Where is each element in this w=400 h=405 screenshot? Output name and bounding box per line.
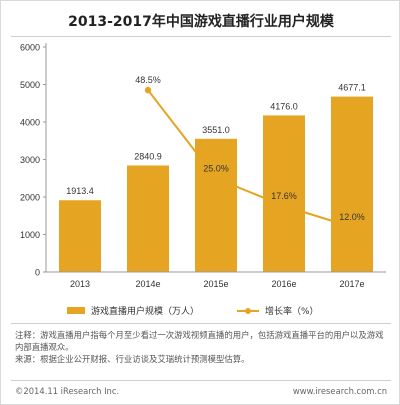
y-axis: 0 1000 2000 3000 4000 5000 6000	[20, 43, 47, 278]
y-tick-label: 4000	[20, 118, 40, 128]
legend-item-line: 增长率（%）	[237, 304, 319, 317]
bar-value-label: 2840.9	[134, 151, 162, 161]
x-tick-label: 2017e	[339, 279, 364, 289]
legend-divider	[11, 323, 391, 324]
chart-canvas: 0 1000 2000 3000 4000 5000 6000 1913.4 2840.9 35…	[20, 43, 386, 289]
title-divider	[11, 36, 391, 37]
bar-value-label: 4677.1	[338, 83, 366, 93]
growth-value-label: 17.6%	[271, 191, 297, 201]
footer-divider	[11, 380, 391, 381]
x-tick-label: 2014e	[135, 279, 160, 289]
bar	[331, 96, 373, 272]
growth-point	[280, 202, 288, 210]
y-tick-label: 6000	[20, 43, 40, 53]
y-tick-label: 5000	[20, 80, 40, 90]
legend-bar-label: 游戏直播用户规模（万人）	[91, 307, 200, 317]
x-tick-label: 2015e	[203, 279, 228, 289]
notes: 注释：游戏直播用户指每个月至少看过一次游戏视频直播的用户，包括游戏直播平台的用户…	[15, 329, 387, 365]
growth-value-label: 12.0%	[339, 212, 365, 222]
note-text: 注释：游戏直播用户指每个月至少看过一次游戏视频直播的用户，包括游戏直播平台的用户…	[15, 330, 384, 352]
bar	[59, 200, 101, 272]
bar-value-label: 1913.4	[66, 186, 94, 196]
website-text: www.iresearch.com.cn	[292, 386, 387, 396]
legend: 游戏直播用户规模（万人） 增长率（%）	[1, 304, 400, 318]
legend-line-label: 增长率（%）	[265, 307, 319, 317]
growth-value-label: 48.5%	[135, 75, 161, 85]
legend-item-bar: 游戏直播用户规模（万人）	[67, 304, 199, 317]
bar-value-label: 4176.0	[270, 101, 298, 111]
y-tick-label: 2000	[20, 193, 40, 203]
copyright-text: ©2014.11 iResearch Inc.	[15, 386, 120, 396]
y-tick-label: 0	[35, 268, 40, 278]
footer: ©2014.11 iResearch Inc. www.iresearch.co…	[15, 386, 387, 398]
x-axis: 2013 2014e 2015e 2016e 2017e	[46, 271, 386, 289]
y-tick-label: 3000	[20, 155, 40, 165]
bar-series: 1913.4 2840.9 3551.0 4176.0 4677.1	[59, 83, 373, 273]
x-tick-label: 2016e	[271, 279, 296, 289]
growth-point	[348, 223, 356, 231]
bar	[127, 165, 169, 272]
source-text: 来源：根据企业公开财报、行业访谈及艾瑞统计预测模型估算。	[15, 354, 250, 364]
x-tick-label: 2013	[70, 279, 90, 289]
legend-line-swatch	[237, 306, 259, 316]
growth-line	[147, 89, 353, 228]
growth-value-label: 25.0%	[203, 163, 229, 173]
growth-point	[212, 175, 220, 182]
chart-title: 2013-2017年中国游戏直播行业用户规模	[68, 14, 334, 30]
growth-point	[144, 86, 152, 94]
y-tick-label: 1000	[20, 230, 40, 240]
legend-bar-swatch	[67, 307, 85, 314]
growth-line-series: 48.5% 25.0% 17.6% 12.0%	[135, 75, 365, 231]
bar	[263, 115, 305, 273]
bar-value-label: 3551.0	[202, 125, 230, 135]
